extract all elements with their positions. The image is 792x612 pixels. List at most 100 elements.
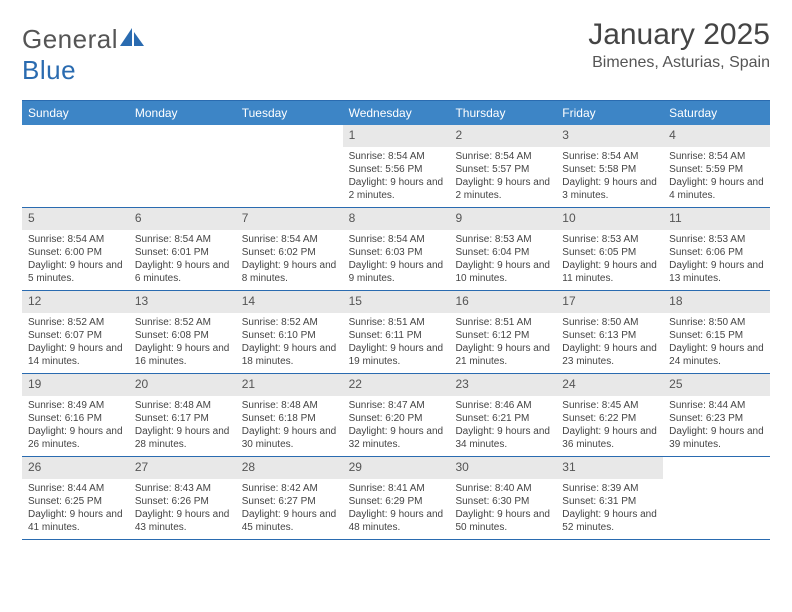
calendar-cell	[236, 125, 343, 207]
cell-body: Sunrise: 8:46 AMSunset: 6:21 PMDaylight:…	[449, 396, 556, 455]
calendar-cell: 5Sunrise: 8:54 AMSunset: 6:00 PMDaylight…	[22, 208, 129, 290]
sunset-text: Sunset: 6:20 PM	[349, 412, 444, 425]
week-row: 1Sunrise: 8:54 AMSunset: 5:56 PMDaylight…	[22, 125, 770, 208]
cell-body: Sunrise: 8:51 AMSunset: 6:11 PMDaylight:…	[343, 313, 450, 372]
sunset-text: Sunset: 5:56 PM	[349, 163, 444, 176]
sunset-text: Sunset: 6:03 PM	[349, 246, 444, 259]
daylight-text: Daylight: 9 hours and 26 minutes.	[28, 425, 123, 451]
cell-body: Sunrise: 8:54 AMSunset: 5:56 PMDaylight:…	[343, 147, 450, 206]
day-header: Wednesday	[343, 101, 450, 125]
calendar-cell: 1Sunrise: 8:54 AMSunset: 5:56 PMDaylight…	[343, 125, 450, 207]
day-number: 4	[663, 125, 770, 147]
day-number: 21	[236, 374, 343, 396]
calendar-cell: 19Sunrise: 8:49 AMSunset: 6:16 PMDayligh…	[22, 374, 129, 456]
week-row: 26Sunrise: 8:44 AMSunset: 6:25 PMDayligh…	[22, 457, 770, 540]
sunrise-text: Sunrise: 8:43 AM	[135, 482, 230, 495]
calendar-cell: 13Sunrise: 8:52 AMSunset: 6:08 PMDayligh…	[129, 291, 236, 373]
calendar-cell: 17Sunrise: 8:50 AMSunset: 6:13 PMDayligh…	[556, 291, 663, 373]
sunset-text: Sunset: 6:08 PM	[135, 329, 230, 342]
daylight-text: Daylight: 9 hours and 39 minutes.	[669, 425, 764, 451]
daylight-text: Daylight: 9 hours and 24 minutes.	[669, 342, 764, 368]
sunset-text: Sunset: 6:30 PM	[455, 495, 550, 508]
cell-body: Sunrise: 8:54 AMSunset: 5:59 PMDaylight:…	[663, 147, 770, 206]
sunrise-text: Sunrise: 8:48 AM	[135, 399, 230, 412]
daylight-text: Daylight: 9 hours and 52 minutes.	[562, 508, 657, 534]
cell-body: Sunrise: 8:39 AMSunset: 6:31 PMDaylight:…	[556, 479, 663, 538]
cell-body: Sunrise: 8:42 AMSunset: 6:27 PMDaylight:…	[236, 479, 343, 538]
daylight-text: Daylight: 9 hours and 21 minutes.	[455, 342, 550, 368]
calendar-cell	[22, 125, 129, 207]
sunrise-text: Sunrise: 8:54 AM	[455, 150, 550, 163]
daylight-text: Daylight: 9 hours and 23 minutes.	[562, 342, 657, 368]
sunset-text: Sunset: 6:13 PM	[562, 329, 657, 342]
day-number: 12	[22, 291, 129, 313]
sunrise-text: Sunrise: 8:45 AM	[562, 399, 657, 412]
day-number: 20	[129, 374, 236, 396]
calendar-cell: 20Sunrise: 8:48 AMSunset: 6:17 PMDayligh…	[129, 374, 236, 456]
day-number: 2	[449, 125, 556, 147]
daylight-text: Daylight: 9 hours and 28 minutes.	[135, 425, 230, 451]
calendar-cell: 23Sunrise: 8:46 AMSunset: 6:21 PMDayligh…	[449, 374, 556, 456]
sunset-text: Sunset: 6:07 PM	[28, 329, 123, 342]
sunset-text: Sunset: 6:05 PM	[562, 246, 657, 259]
cell-body: Sunrise: 8:43 AMSunset: 6:26 PMDaylight:…	[129, 479, 236, 538]
week-row: 5Sunrise: 8:54 AMSunset: 6:00 PMDaylight…	[22, 208, 770, 291]
sunrise-text: Sunrise: 8:41 AM	[349, 482, 444, 495]
calendar-cell: 11Sunrise: 8:53 AMSunset: 6:06 PMDayligh…	[663, 208, 770, 290]
sunset-text: Sunset: 6:22 PM	[562, 412, 657, 425]
cell-body: Sunrise: 8:41 AMSunset: 6:29 PMDaylight:…	[343, 479, 450, 538]
cell-body: Sunrise: 8:54 AMSunset: 6:00 PMDaylight:…	[22, 230, 129, 289]
day-number: 1	[343, 125, 450, 147]
cell-body: Sunrise: 8:48 AMSunset: 6:17 PMDaylight:…	[129, 396, 236, 455]
day-number: 30	[449, 457, 556, 479]
daylight-text: Daylight: 9 hours and 41 minutes.	[28, 508, 123, 534]
daylight-text: Daylight: 9 hours and 3 minutes.	[562, 176, 657, 202]
sunrise-text: Sunrise: 8:44 AM	[669, 399, 764, 412]
cell-body: Sunrise: 8:53 AMSunset: 6:05 PMDaylight:…	[556, 230, 663, 289]
cell-body: Sunrise: 8:52 AMSunset: 6:08 PMDaylight:…	[129, 313, 236, 372]
title-block: January 2025 Bimenes, Asturias, Spain	[588, 18, 770, 72]
day-header: Friday	[556, 101, 663, 125]
calendar-cell	[663, 457, 770, 539]
cell-body: Sunrise: 8:52 AMSunset: 6:10 PMDaylight:…	[236, 313, 343, 372]
calendar-cell: 2Sunrise: 8:54 AMSunset: 5:57 PMDaylight…	[449, 125, 556, 207]
header: GeneralBlue January 2025 Bimenes, Asturi…	[22, 18, 770, 86]
sunrise-text: Sunrise: 8:51 AM	[349, 316, 444, 329]
calendar-cell: 9Sunrise: 8:53 AMSunset: 6:04 PMDaylight…	[449, 208, 556, 290]
sunrise-text: Sunrise: 8:52 AM	[242, 316, 337, 329]
daylight-text: Daylight: 9 hours and 14 minutes.	[28, 342, 123, 368]
calendar-cell: 31Sunrise: 8:39 AMSunset: 6:31 PMDayligh…	[556, 457, 663, 539]
calendar-cell: 25Sunrise: 8:44 AMSunset: 6:23 PMDayligh…	[663, 374, 770, 456]
sunset-text: Sunset: 6:04 PM	[455, 246, 550, 259]
sunrise-text: Sunrise: 8:46 AM	[455, 399, 550, 412]
sunrise-text: Sunrise: 8:54 AM	[349, 233, 444, 246]
week-row: 12Sunrise: 8:52 AMSunset: 6:07 PMDayligh…	[22, 291, 770, 374]
daylight-text: Daylight: 9 hours and 5 minutes.	[28, 259, 123, 285]
daylight-text: Daylight: 9 hours and 11 minutes.	[562, 259, 657, 285]
day-number: 6	[129, 208, 236, 230]
sunset-text: Sunset: 6:06 PM	[669, 246, 764, 259]
cell-body: Sunrise: 8:49 AMSunset: 6:16 PMDaylight:…	[22, 396, 129, 455]
day-number: 23	[449, 374, 556, 396]
daylight-text: Daylight: 9 hours and 10 minutes.	[455, 259, 550, 285]
daylight-text: Daylight: 9 hours and 2 minutes.	[455, 176, 550, 202]
sunrise-text: Sunrise: 8:53 AM	[669, 233, 764, 246]
cell-body: Sunrise: 8:50 AMSunset: 6:13 PMDaylight:…	[556, 313, 663, 372]
logo: GeneralBlue	[22, 24, 146, 86]
sunset-text: Sunset: 6:25 PM	[28, 495, 123, 508]
day-number: 25	[663, 374, 770, 396]
cell-body: Sunrise: 8:48 AMSunset: 6:18 PMDaylight:…	[236, 396, 343, 455]
calendar-cell: 18Sunrise: 8:50 AMSunset: 6:15 PMDayligh…	[663, 291, 770, 373]
daylight-text: Daylight: 9 hours and 48 minutes.	[349, 508, 444, 534]
day-number: 17	[556, 291, 663, 313]
sunset-text: Sunset: 6:16 PM	[28, 412, 123, 425]
cell-body: Sunrise: 8:54 AMSunset: 6:01 PMDaylight:…	[129, 230, 236, 289]
sunrise-text: Sunrise: 8:48 AM	[242, 399, 337, 412]
sunset-text: Sunset: 6:27 PM	[242, 495, 337, 508]
sunrise-text: Sunrise: 8:54 AM	[28, 233, 123, 246]
cell-body: Sunrise: 8:45 AMSunset: 6:22 PMDaylight:…	[556, 396, 663, 455]
calendar-cell: 8Sunrise: 8:54 AMSunset: 6:03 PMDaylight…	[343, 208, 450, 290]
cell-body: Sunrise: 8:51 AMSunset: 6:12 PMDaylight:…	[449, 313, 556, 372]
daylight-text: Daylight: 9 hours and 9 minutes.	[349, 259, 444, 285]
sunset-text: Sunset: 5:58 PM	[562, 163, 657, 176]
